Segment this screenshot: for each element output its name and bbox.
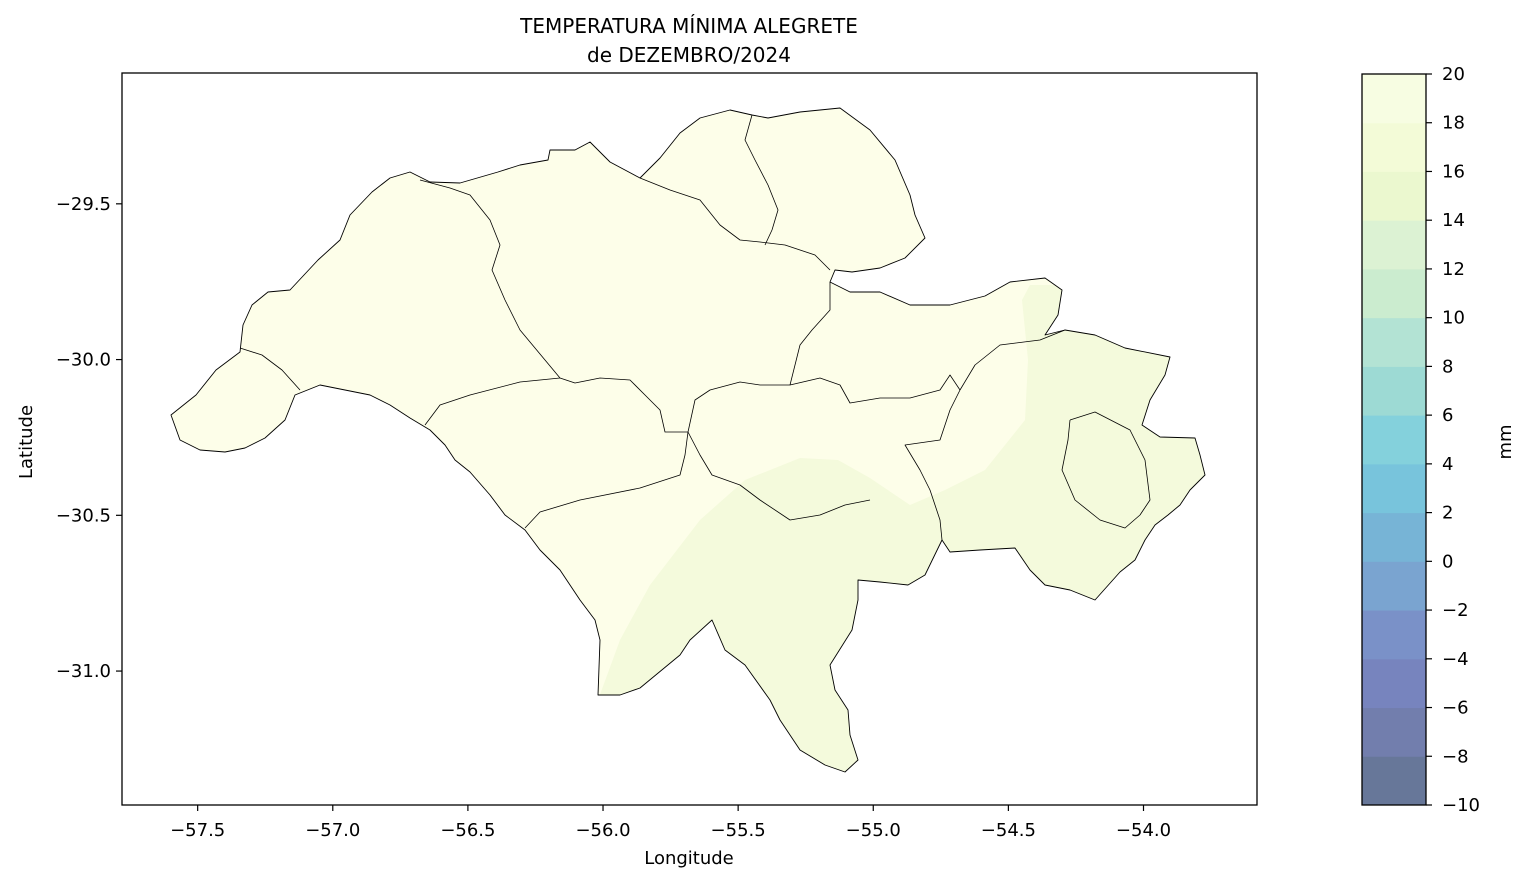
- municipality-border: [687, 431, 871, 521]
- region-fill-high: [171, 108, 1205, 772]
- colorbar-tick-label: 6: [1442, 405, 1453, 426]
- colorbar-tick-label: 8: [1442, 356, 1453, 377]
- colorbar-band: [1362, 512, 1426, 562]
- municipality-border: [687, 381, 790, 433]
- colorbar-tick-label: −10: [1442, 795, 1480, 816]
- colorbar-band: [1362, 366, 1426, 416]
- colorbar-tick-label: 16: [1442, 161, 1465, 182]
- municipality-border: [744, 114, 779, 246]
- municipality-border: [789, 282, 831, 386]
- colorbar: −10 −8 −6 −4 −2 0 2 4 6 8 10 12 14 16 18 20: [1362, 64, 1480, 816]
- colorbar-band: [1362, 610, 1426, 660]
- colorbar-band: [1362, 415, 1426, 465]
- map-title-line2: de DEZEMBRO/2024: [587, 43, 791, 67]
- x-tick-label: −54.5: [981, 820, 1036, 841]
- municipality-border: [959, 329, 1066, 391]
- x-tick-label: −55.0: [846, 820, 901, 841]
- colorbar-label: mm: [1495, 424, 1516, 459]
- municipality-border: [1061, 411, 1151, 529]
- municipality-borders: [239, 114, 1151, 541]
- colorbar-band: [1362, 756, 1426, 806]
- municipality-border: [424, 377, 561, 426]
- municipality-border: [239, 347, 301, 391]
- region-outline: [170, 107, 1206, 773]
- y-tick-label: −30.0: [56, 350, 111, 371]
- x-tick-label: −57.0: [305, 820, 360, 841]
- colorbar-tick-label: −2: [1442, 600, 1469, 621]
- colorbar-band: [1362, 463, 1426, 514]
- municipality-border: [904, 389, 961, 541]
- municipality-border: [639, 177, 831, 271]
- colorbar-tick-label: −4: [1442, 649, 1469, 670]
- colorbar-band: [1362, 707, 1426, 757]
- colorbar-tick-label: 2: [1442, 503, 1453, 524]
- colorbar-frame: [1361, 73, 1427, 806]
- y-tick-label: −31.0: [56, 661, 111, 682]
- map-title-line1: TEMPERATURA MÍNIMA ALEGRETE: [519, 14, 858, 38]
- colorbar-tick-label: 20: [1442, 64, 1465, 85]
- x-tick-label: −56.5: [440, 820, 495, 841]
- colorbar-band: [1362, 122, 1426, 172]
- colorbar-band: [1362, 268, 1426, 319]
- x-axis-ticks: −57.5 −57.0 −56.5 −56.0 −55.5 −55.0 −54.5 −54.0: [170, 805, 1171, 841]
- x-tick-label: −56.0: [575, 820, 630, 841]
- x-tick-label: −57.5: [170, 820, 225, 841]
- y-axis-ticks: −29.5 −30.0 −30.5 −31.0: [56, 194, 122, 682]
- colorbar-band: [1362, 561, 1426, 611]
- colorbar-tick-label: 0: [1442, 551, 1453, 572]
- colorbar-band: [1362, 171, 1426, 221]
- colorbar-tick-label: 10: [1442, 308, 1465, 329]
- colorbar-tick-label: −6: [1442, 698, 1469, 719]
- colorbar-band: [1362, 74, 1426, 124]
- colorbar-tick-label: 18: [1442, 113, 1465, 134]
- municipality-border: [524, 431, 689, 529]
- colorbar-tick-label: 12: [1442, 259, 1465, 280]
- y-axis-label: Latitude: [16, 405, 37, 479]
- x-tick-label: −55.5: [711, 820, 766, 841]
- municipality-border: [419, 179, 561, 379]
- colorbar-band: [1362, 220, 1426, 270]
- axes-frame: [121, 72, 1258, 806]
- colorbar-band: [1362, 317, 1426, 367]
- y-tick-label: −29.5: [56, 194, 111, 215]
- colorbar-band: [1362, 658, 1426, 709]
- municipality-border: [789, 374, 961, 404]
- x-tick-label: −54.0: [1116, 820, 1171, 841]
- y-tick-label: −30.5: [56, 505, 111, 526]
- colorbar-tick-label: −8: [1442, 746, 1469, 767]
- colorbar-tick-label: 4: [1442, 454, 1453, 475]
- x-axis-label: Longitude: [644, 848, 734, 869]
- municipality-border: [559, 377, 688, 433]
- colorbar-tick-label: 14: [1442, 210, 1465, 231]
